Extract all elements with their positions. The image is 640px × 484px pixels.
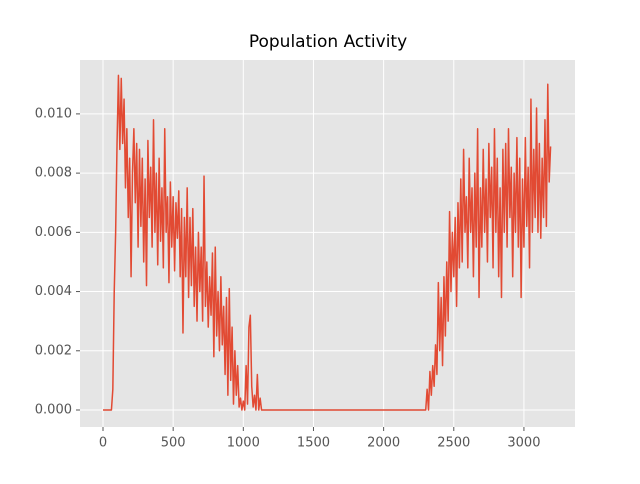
x-tick-label: 2500 xyxy=(437,436,470,451)
y-tick-label: 0.006 xyxy=(35,225,72,240)
y-tick-label: 0.010 xyxy=(35,106,72,121)
y-tick-label: 0.000 xyxy=(35,403,72,418)
y-tick-label: 0.002 xyxy=(35,343,72,358)
x-tick-label: 0 xyxy=(99,436,107,451)
x-tick-label: 1000 xyxy=(227,436,260,451)
x-tick-label: 500 xyxy=(161,436,186,451)
data-line xyxy=(103,74,552,411)
x-tick-label: 1500 xyxy=(297,436,330,451)
x-tick-label: 3000 xyxy=(507,436,540,451)
y-tick-label: 0.004 xyxy=(35,284,72,299)
x-tick-label: 2000 xyxy=(367,436,400,451)
y-tick-label: 0.008 xyxy=(35,166,72,181)
chart-title: Population Activity xyxy=(249,32,407,52)
